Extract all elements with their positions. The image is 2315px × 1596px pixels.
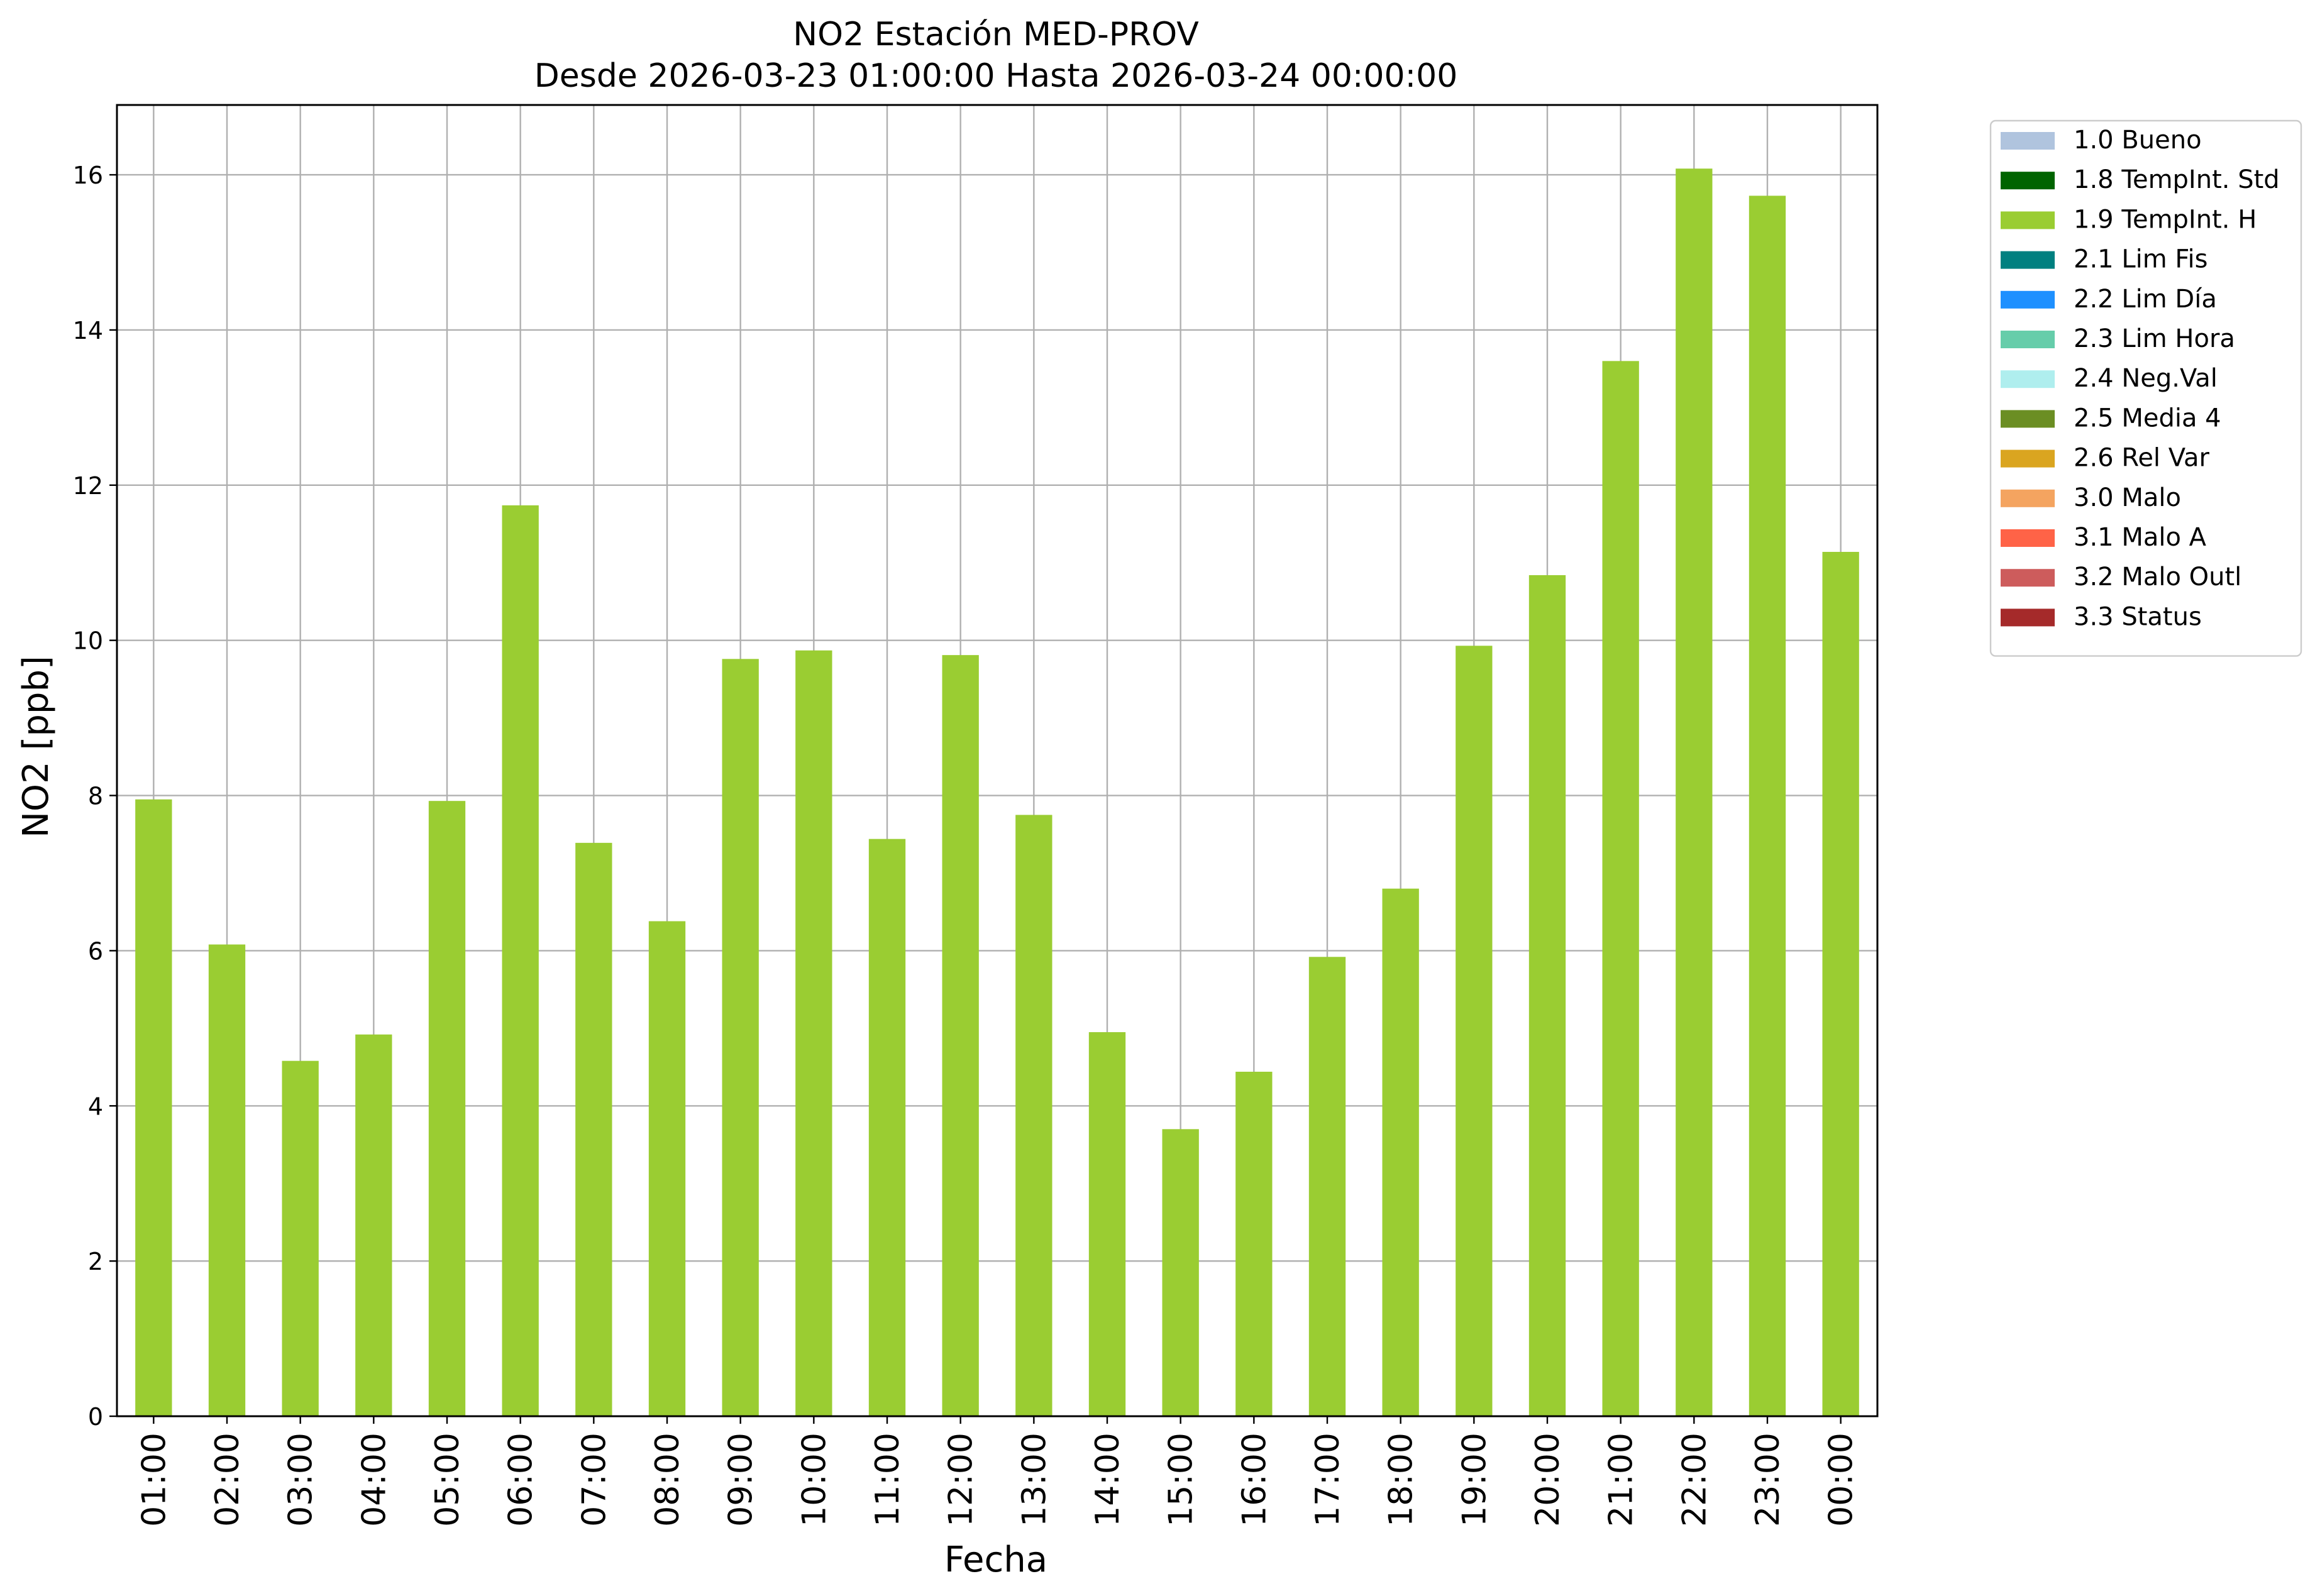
legend-label: 2.3 Lim Hora [2074,324,2235,353]
legend-swatch [2001,290,2055,309]
chart-title: NO2 Estación MED-PROV [793,16,1199,53]
legend-label: 1.9 TempInt. H [2074,205,2257,234]
bar-1900 [1456,646,1493,1416]
legend-swatch [2001,529,2055,547]
legend-box [1989,119,2302,657]
legend-swatch [2001,331,2055,348]
x-tick-label: 11:00 [869,1433,907,1527]
x-tick-label: 21:00 [1603,1433,1640,1527]
x-axis: 01:00 02:00 03:00 04:00 05:00 06:00 07:00 08:00… [135,1416,1860,1527]
legend-label: 2.1 Lim Fis [2074,245,2207,274]
legend-label: 3.1 Malo A [2074,523,2207,552]
bar-1700 [1308,957,1346,1416]
x-tick-label: 15:00 [1163,1433,1200,1527]
legend-swatch [2001,489,2055,507]
bar-0300 [282,1060,319,1416]
x-tick-label: 23:00 [1749,1433,1787,1527]
bar-1100 [868,839,906,1416]
bar-1300 [1015,815,1053,1416]
legend-swatch [2001,251,2055,269]
x-tick-label: 05:00 [429,1433,467,1527]
x-axis-label: Fecha [944,1539,1047,1580]
x-tick-label: 14:00 [1089,1433,1127,1527]
y-axis-label: NO2 [ppb] [16,656,57,838]
x-tick-label: 00:00 [1823,1433,1860,1527]
y-tick-label: 8 [88,783,103,810]
bar-2100 [1602,361,1639,1416]
legend-swatch [2001,211,2055,229]
bar-1800 [1382,888,1419,1416]
bar-0800 [648,921,686,1416]
x-tick-label: 02:00 [209,1433,246,1527]
bar-2300 [1749,195,1786,1416]
x-tick-label: 10:00 [795,1433,833,1527]
legend-label: 2.4 Neg.Val [2074,364,2218,393]
bar-0000 [1822,551,1859,1416]
legend-swatch [2001,410,2055,428]
bar-1400 [1088,1032,1126,1416]
x-tick-label: 20:00 [1529,1433,1567,1527]
bar-0200 [208,944,246,1416]
y-tick-label: 2 [88,1248,103,1275]
bar-0500 [428,801,466,1416]
y-axis: 0 2 4 6 8 10 12 14 16 [73,162,117,1431]
legend-label: 2.5 Media 4 [2074,404,2221,432]
bar-1200 [942,655,979,1416]
legend-label: 2.6 Rel Var [2074,444,2210,473]
x-tick-label: 03:00 [282,1433,320,1527]
bar-1500 [1162,1129,1199,1416]
y-tick-label: 12 [73,472,103,500]
y-tick-label: 6 [88,937,103,965]
legend-swatch [2001,370,2055,388]
x-tick-label: 18:00 [1383,1433,1420,1527]
bar-0400 [355,1034,392,1416]
x-tick-label: 07:00 [575,1433,613,1527]
x-tick-label: 04:00 [355,1433,393,1527]
y-tick-label: 4 [88,1092,103,1120]
x-tick-label: 16:00 [1235,1433,1273,1527]
y-tick-label: 10 [73,627,103,655]
plot-frame [116,104,1879,1417]
bar-2200 [1676,168,1713,1416]
legend-swatch [2001,608,2055,627]
x-tick-label: 01:00 [135,1433,173,1527]
bar-0900 [722,659,759,1416]
x-tick-label: 13:00 [1015,1433,1053,1527]
x-tick-label: 06:00 [502,1433,540,1527]
legend-swatch [2001,569,2055,587]
bar-0100 [135,799,172,1416]
y-tick-label: 16 [73,162,103,189]
x-tick-label: 17:00 [1309,1433,1347,1527]
legend-label: 3.0 Malo [2074,483,2181,512]
legend-swatch [2001,172,2055,190]
y-tick-label: 14 [73,317,103,344]
bar-1000 [795,650,832,1416]
legend-label: 1.8 TempInt. Std [2074,165,2280,194]
bar-0700 [575,842,612,1416]
legend-label: 1.0 Bueno [2074,126,2202,155]
bar-2000 [1528,575,1566,1417]
bar-1600 [1235,1071,1273,1416]
legend-swatch [2001,449,2055,468]
chart-subtitle: Desde 2026-03-23 01:00:00 Hasta 2026-03-… [534,57,1458,95]
x-tick-label: 08:00 [649,1433,687,1527]
bars [135,168,1859,1417]
x-tick-label: 22:00 [1676,1433,1713,1527]
legend: 1.0 Bueno 1.8 TempInt. Std 1.9 TempInt. H 2… [1989,119,2302,657]
legend-label: 3.3 Status [2074,602,2202,631]
x-tick-label: 12:00 [942,1433,980,1527]
bar-0600 [502,505,539,1416]
legend-label: 3.2 Malo Outl [2074,563,2241,592]
x-tick-label: 09:00 [722,1433,760,1527]
legend-swatch [2001,132,2055,150]
x-tick-label: 19:00 [1456,1433,1493,1527]
legend-label: 2.2 Lim Día [2074,285,2217,314]
y-tick-label: 0 [88,1403,103,1431]
